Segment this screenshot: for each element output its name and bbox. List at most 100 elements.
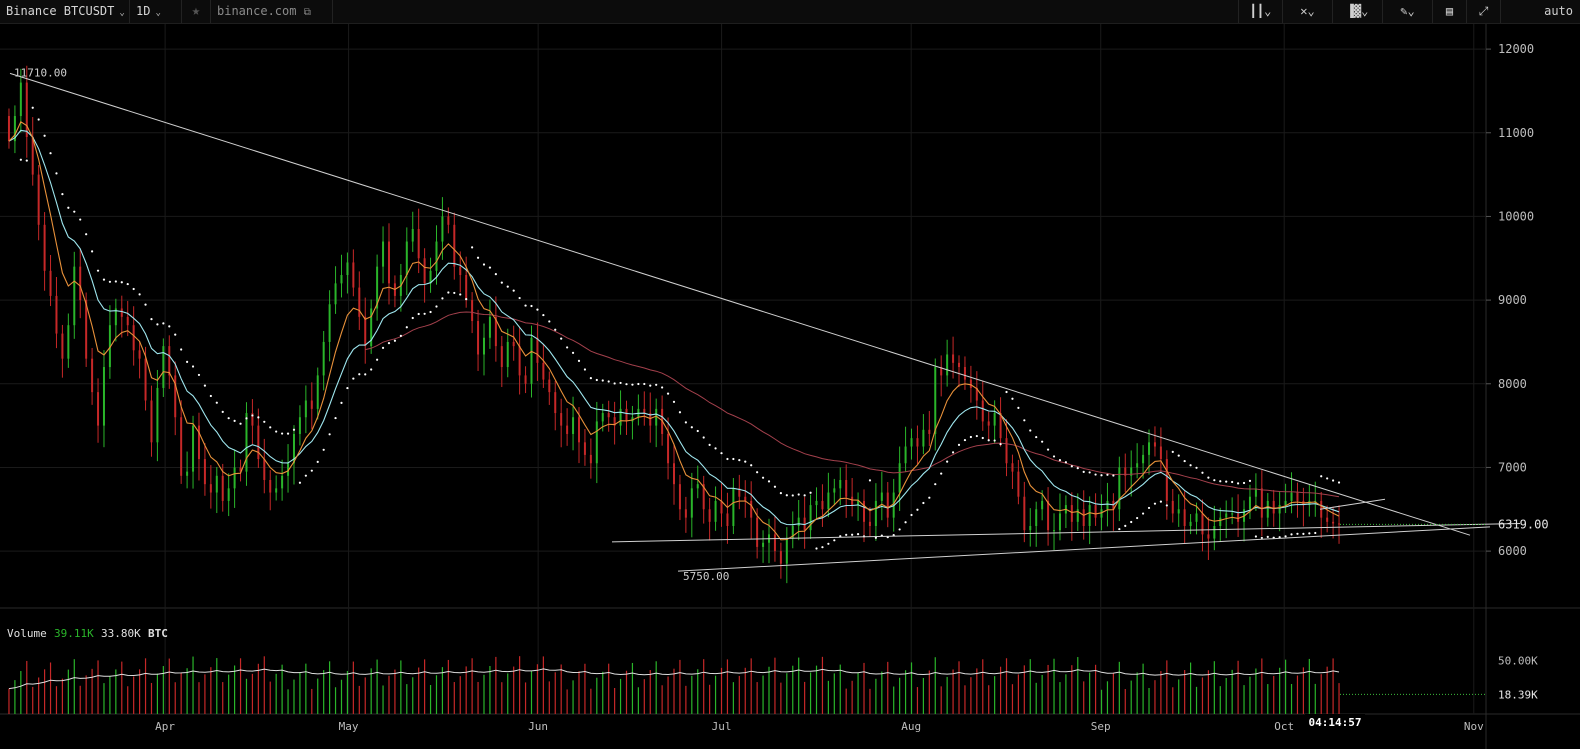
candle-body bbox=[940, 367, 943, 376]
scale-mode[interactable]: auto bbox=[1500, 0, 1580, 23]
candle-body bbox=[1153, 442, 1156, 447]
chart-type-icon[interactable]: ▐▓⌄ bbox=[1332, 0, 1382, 23]
candle-body bbox=[1142, 454, 1145, 464]
cross-icon[interactable]: ✕⌄ bbox=[1282, 0, 1332, 23]
sar-dot bbox=[1314, 531, 1317, 535]
price-tick-label: 11000 bbox=[1498, 126, 1534, 140]
bars-style-icon[interactable]: ┃┃⌄ bbox=[1238, 0, 1282, 23]
sar-dot bbox=[1153, 502, 1157, 505]
candle-body bbox=[922, 429, 925, 447]
sar-dot bbox=[203, 384, 207, 387]
candle-body bbox=[762, 542, 765, 547]
interval-selector[interactable]: 1D ⌄ bbox=[130, 0, 182, 23]
sar-dot bbox=[524, 304, 527, 307]
time-label-bg bbox=[1305, 714, 1365, 730]
candle-body bbox=[708, 509, 711, 522]
candle-body bbox=[304, 400, 307, 418]
candle-body bbox=[209, 484, 212, 493]
sar-dot bbox=[1141, 512, 1145, 515]
candle-body bbox=[322, 341, 325, 376]
sar-dot bbox=[1011, 397, 1014, 400]
sar-dot bbox=[1331, 479, 1335, 482]
candle-body bbox=[928, 429, 931, 434]
candle-body bbox=[732, 488, 735, 527]
candle-body bbox=[910, 438, 913, 447]
sar-dot bbox=[215, 401, 218, 404]
candle-body bbox=[233, 467, 236, 489]
sar-dot bbox=[779, 492, 782, 495]
candle-body bbox=[25, 82, 28, 137]
candle-body bbox=[488, 316, 491, 338]
sar-dot bbox=[1183, 459, 1186, 463]
price-tick-label: 10000 bbox=[1498, 209, 1534, 223]
candle-body bbox=[851, 496, 854, 506]
sar-dot bbox=[465, 298, 468, 301]
sar-dot bbox=[856, 533, 860, 536]
sar-dot bbox=[1029, 429, 1032, 432]
time-tick-label: Sep bbox=[1091, 720, 1111, 733]
sar-dot bbox=[839, 535, 842, 538]
sar-dot bbox=[221, 410, 224, 413]
candle-body bbox=[215, 475, 218, 493]
grid-lines bbox=[0, 24, 1580, 749]
fullscreen-icon[interactable]: ⤢ bbox=[1466, 0, 1500, 23]
candle-body bbox=[714, 500, 717, 522]
sar-dot bbox=[79, 218, 82, 221]
candle-body bbox=[643, 408, 646, 414]
candle-body bbox=[13, 116, 16, 142]
candle-body bbox=[542, 362, 545, 380]
sar-dot bbox=[239, 422, 242, 425]
sar-dot bbox=[566, 346, 569, 349]
candle-body bbox=[1272, 500, 1275, 514]
sar-dot bbox=[821, 546, 824, 549]
candle-body bbox=[364, 316, 367, 347]
pencil-icon[interactable]: ✎⌄ bbox=[1382, 0, 1432, 23]
candle-body bbox=[138, 350, 141, 359]
sar-dot bbox=[916, 508, 919, 511]
sar-dot bbox=[1207, 476, 1210, 479]
candle-body bbox=[91, 358, 94, 393]
candle-body bbox=[370, 308, 373, 347]
price-tick-label: 9000 bbox=[1498, 293, 1527, 307]
sar-dot bbox=[518, 296, 521, 300]
sar-dot bbox=[1201, 471, 1204, 474]
candle-body bbox=[186, 471, 189, 476]
source-link[interactable]: binance.com ⧉ bbox=[211, 0, 333, 23]
candle-body bbox=[756, 517, 759, 547]
time-tick-label: Jun bbox=[528, 720, 548, 733]
sar-dot bbox=[815, 547, 818, 550]
sar-dot bbox=[61, 193, 64, 196]
candle-body bbox=[7, 116, 10, 142]
star-icon[interactable]: ★ bbox=[182, 0, 211, 23]
candle-body bbox=[79, 266, 82, 301]
sar-dot bbox=[150, 317, 153, 321]
sar-dot bbox=[1005, 390, 1008, 394]
candle-body bbox=[1219, 517, 1222, 527]
candle-body bbox=[750, 500, 753, 518]
symbol-selector[interactable]: Binance BTCUSDT ⌄ bbox=[0, 0, 130, 23]
indicator-icon[interactable]: ▤ bbox=[1432, 0, 1466, 23]
sar-dot bbox=[1266, 535, 1269, 538]
sar-dot bbox=[482, 263, 486, 266]
candle-body bbox=[1213, 526, 1216, 539]
sar-dot bbox=[346, 386, 349, 390]
sar-dot bbox=[791, 494, 794, 497]
sar-dot bbox=[1165, 504, 1168, 507]
candle-body bbox=[1326, 517, 1329, 522]
sar-dot bbox=[619, 381, 622, 385]
candle-body bbox=[993, 413, 996, 426]
sar-dot bbox=[1171, 450, 1174, 453]
candle-body bbox=[779, 551, 782, 564]
candle-body bbox=[411, 228, 414, 242]
candle-body bbox=[500, 346, 503, 368]
sar-dot bbox=[1337, 481, 1341, 484]
ema-orange-line bbox=[8, 120, 1340, 541]
sar-dot bbox=[405, 326, 408, 329]
symbol-label: Binance BTCUSDT bbox=[6, 4, 115, 18]
candle-body bbox=[1058, 513, 1061, 531]
sar-dot bbox=[827, 542, 830, 545]
sar-dot bbox=[874, 536, 877, 539]
candle-body bbox=[726, 513, 729, 527]
price-chart[interactable]: 12000 11000 10000 9000 8000 7000 6000 Apr May Jun… bbox=[0, 24, 1580, 749]
last-price-label: 6319.00 bbox=[1498, 517, 1549, 531]
